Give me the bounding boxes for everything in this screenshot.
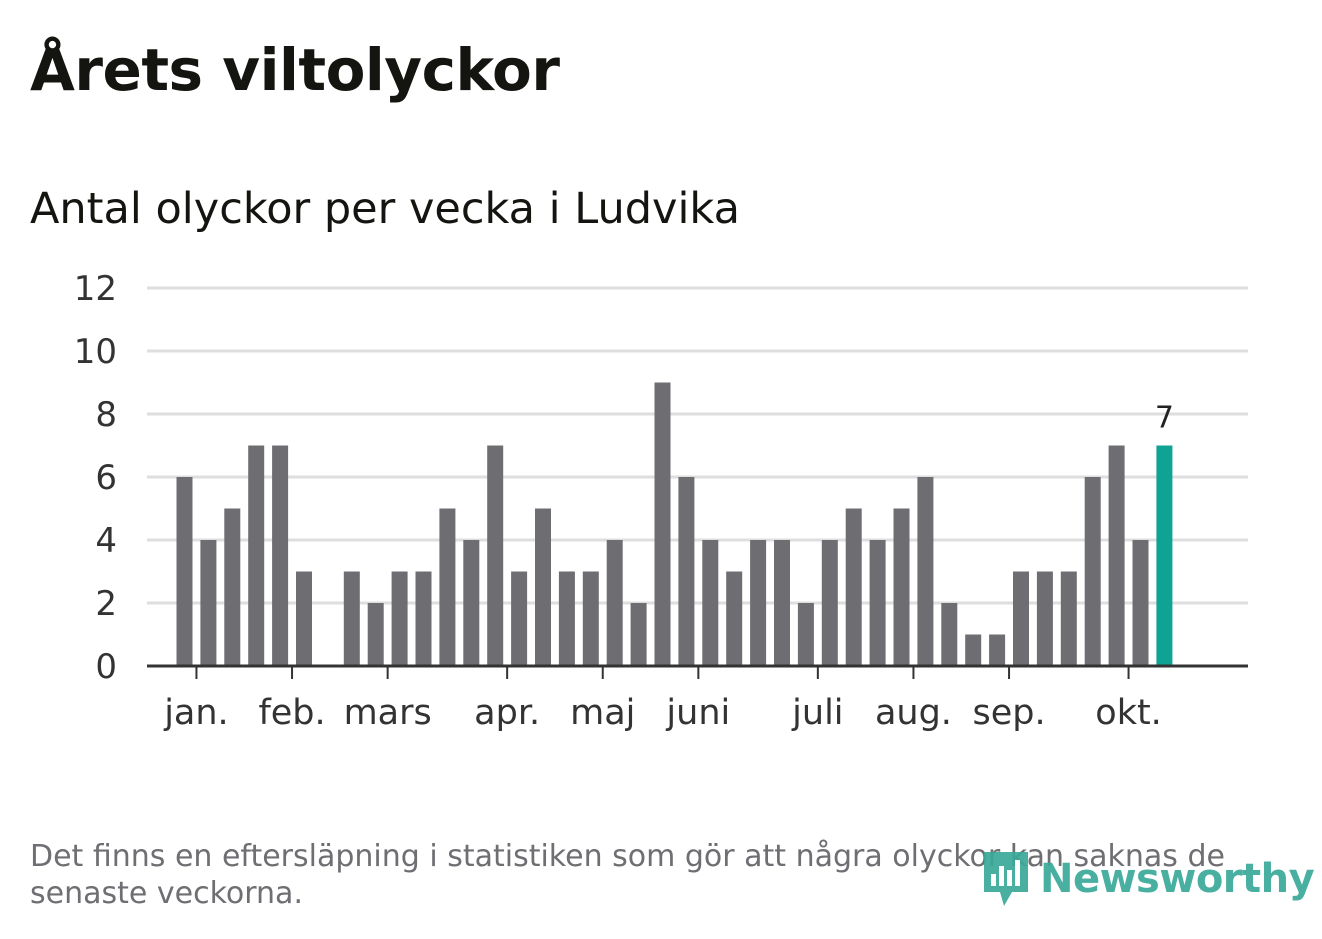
- y-tick-label: 6: [95, 458, 117, 498]
- bar: [439, 508, 456, 666]
- x-tick-label: juli: [791, 693, 843, 733]
- y-tick-label: 4: [95, 521, 117, 561]
- bar: [989, 634, 1006, 666]
- grid-lines: [147, 286, 1248, 605]
- bar: [606, 540, 623, 666]
- bar: [1036, 571, 1053, 666]
- x-axis-ticks: jan. feb. mars apr. maj juni juli aug. sep. okt.: [163, 666, 1162, 733]
- bar: [511, 571, 528, 666]
- bar: [248, 445, 265, 666]
- bar: [535, 508, 551, 666]
- bar: [391, 571, 408, 666]
- bar: [463, 540, 480, 666]
- bar: [296, 571, 312, 666]
- newsworthy-logo: Newsworthy: [980, 848, 1315, 910]
- bar: [582, 571, 599, 666]
- highlight-value-label: 7: [1155, 401, 1174, 436]
- bar: [917, 477, 934, 666]
- bar: [869, 540, 886, 666]
- y-tick-label: 8: [95, 395, 117, 435]
- bar: [630, 603, 647, 666]
- bar: [941, 603, 958, 666]
- bar: [654, 382, 671, 666]
- bar: [200, 540, 217, 666]
- y-tick-label: 0: [95, 647, 117, 687]
- data-labels: 7: [1155, 401, 1174, 436]
- x-tick-label: jan.: [163, 693, 228, 733]
- bar-highlight: [1156, 445, 1173, 666]
- bar: [965, 634, 982, 666]
- bar: [558, 571, 575, 666]
- bar: [726, 571, 743, 666]
- chart-subtitle: Antal olyckor per vecka i Ludvika: [30, 184, 740, 234]
- bar: [845, 508, 862, 666]
- bar: [774, 540, 790, 666]
- bar: [272, 445, 289, 666]
- bar-chart-badge-icon: [984, 852, 1028, 906]
- y-tick-label: 10: [74, 332, 117, 372]
- chart-title: Årets viltolyckor: [30, 36, 560, 104]
- x-tick-label: sep.: [972, 693, 1045, 733]
- x-tick-label: aug.: [875, 693, 952, 733]
- bar: [1132, 540, 1149, 666]
- bar: [750, 540, 767, 666]
- bar: [797, 603, 814, 666]
- bar: [1060, 571, 1077, 666]
- x-tick-label: maj: [570, 693, 635, 733]
- bar: [702, 540, 719, 666]
- x-tick-label: apr.: [474, 693, 540, 733]
- bar: [176, 477, 193, 666]
- bar: [893, 508, 910, 666]
- bar: [1108, 445, 1125, 666]
- bar: [1084, 477, 1101, 666]
- y-tick-label: 12: [74, 269, 117, 309]
- x-tick-label: mars: [344, 693, 432, 733]
- bar: [415, 571, 432, 666]
- bars: [176, 382, 1173, 666]
- y-axis-labels: 0 2 4 6 8 10 12: [74, 269, 117, 687]
- bar: [1013, 571, 1029, 666]
- bar: [343, 571, 360, 666]
- bar: [224, 508, 241, 666]
- y-tick-label: 2: [95, 584, 117, 624]
- bar: [678, 477, 695, 666]
- bar: [487, 445, 504, 666]
- logo-text: Newsworthy: [1040, 856, 1315, 902]
- bar: [821, 540, 838, 666]
- x-tick-label: juni: [665, 693, 730, 733]
- x-tick-label: okt.: [1095, 693, 1162, 733]
- x-tick-label: feb.: [258, 693, 325, 733]
- bar: [367, 603, 384, 666]
